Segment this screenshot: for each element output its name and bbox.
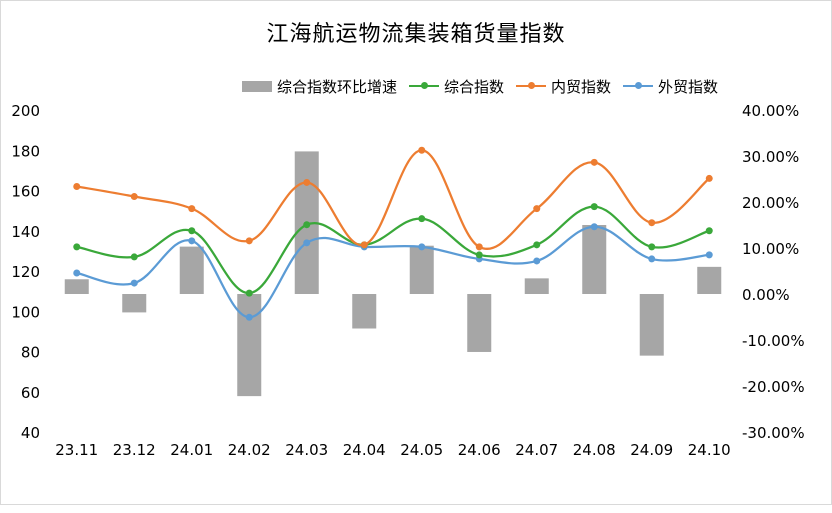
legend-swatch-foreign [623, 82, 654, 89]
composite-index-point [130, 253, 138, 261]
domestic-index-point [130, 193, 138, 201]
x-tick-label: 24.06 [458, 441, 501, 459]
foreign-index-point [648, 255, 656, 263]
x-tick-label: 24.09 [630, 441, 673, 459]
foreign-index-point [418, 243, 426, 251]
composite-index-point [705, 227, 713, 235]
legend-item-domestic: 内贸指数 [516, 76, 611, 97]
bar [409, 245, 434, 294]
legend-label-foreign: 外贸指数 [658, 77, 719, 96]
y-left-tick-label: 200 [11, 102, 40, 120]
bar [179, 246, 204, 294]
composite-index-point [245, 289, 253, 297]
y-right-tick-label: -20.00% [742, 378, 805, 396]
legend-label-bar: 综合指数环比增速 [277, 77, 398, 96]
foreign-index-point [705, 251, 713, 259]
domestic-index-point [533, 205, 541, 213]
bar [524, 278, 549, 294]
y-left-tick-label: 100 [11, 303, 40, 321]
domestic-index-point [303, 178, 311, 186]
domestic-index-point [648, 219, 656, 227]
legend-label-domestic: 内贸指数 [551, 77, 612, 96]
bar [697, 266, 722, 294]
foreign-index-point [303, 239, 311, 247]
x-tick-label: 24.10 [688, 441, 731, 459]
bar [64, 279, 89, 294]
legend-swatch-bar [242, 80, 272, 92]
y-left-tick-label: 180 [11, 142, 40, 160]
y-left-tick-label: 60 [21, 384, 40, 402]
y-left-tick-label: 120 [11, 263, 40, 281]
y-left-tick-label: 160 [11, 183, 40, 201]
bar [122, 294, 147, 313]
y-right-tick-label: 10.00% [742, 240, 799, 258]
bar [237, 294, 262, 397]
composite-index-point [590, 203, 598, 211]
y-right-tick-label: 20.00% [742, 194, 799, 212]
x-tick-label: 24.08 [573, 441, 616, 459]
y-right-tick-label: -10.00% [742, 332, 805, 350]
bar [639, 294, 664, 356]
x-tick-label: 24.01 [170, 441, 213, 459]
composite-index-point [303, 221, 311, 229]
x-tick-label: 24.02 [228, 441, 271, 459]
domestic-index-point [475, 243, 483, 251]
y-left-tick-label: 80 [21, 344, 40, 362]
foreign-index-point [130, 279, 138, 287]
chart-legend: 综合指数环比增速 综合指数 内贸指数 外贸指数 [242, 76, 730, 96]
domestic-index-point [705, 174, 713, 182]
composite-index-point [533, 241, 541, 249]
y-right-tick-label: 0.00% [742, 286, 790, 304]
domestic-index-point [418, 146, 426, 154]
domestic-index-point [590, 158, 598, 166]
foreign-index-point [188, 237, 196, 245]
y-right-tick-label: -30.00% [742, 424, 805, 442]
bar [467, 294, 492, 352]
x-tick-label: 24.07 [515, 441, 558, 459]
composite-index-point [73, 243, 81, 251]
composite-index-point [418, 215, 426, 223]
x-tick-label: 24.05 [400, 441, 443, 459]
legend-item-composite: 综合指数 [409, 76, 504, 97]
x-tick-label: 24.04 [343, 441, 386, 459]
foreign-index-line [76, 225, 710, 319]
legend-swatch-composite [409, 82, 440, 89]
composite-index-point [648, 243, 656, 251]
composite-index-point [475, 251, 483, 259]
domestic-index-point [245, 237, 253, 245]
domestic-index-line [76, 149, 710, 250]
y-left-tick-label: 40 [21, 424, 40, 442]
legend-swatch-domestic [516, 82, 547, 89]
y-left-tick-label: 140 [11, 223, 40, 241]
legend-item-bar: 综合指数环比增速 [242, 76, 397, 97]
domestic-index-point [360, 241, 368, 249]
bar [582, 225, 607, 294]
composite-index-point [188, 227, 196, 235]
chart-title: 江海航运物流集装箱货量指数 [266, 22, 566, 47]
x-tick-label: 23.12 [113, 441, 156, 459]
foreign-index-point [73, 269, 81, 277]
y-right-tick-label: 30.00% [742, 148, 799, 166]
x-tick-label: 24.03 [285, 441, 328, 459]
x-tick-label: 23.11 [55, 441, 98, 459]
foreign-index-point [245, 313, 253, 321]
domestic-index-point [73, 182, 81, 190]
legend-item-foreign: 外贸指数 [623, 76, 718, 97]
foreign-index-point [590, 223, 598, 231]
legend-label-composite: 综合指数 [444, 77, 505, 96]
y-right-tick-label: 40.00% [742, 102, 799, 120]
foreign-index-point [533, 257, 541, 265]
bar [352, 294, 377, 329]
domestic-index-point [188, 205, 196, 213]
